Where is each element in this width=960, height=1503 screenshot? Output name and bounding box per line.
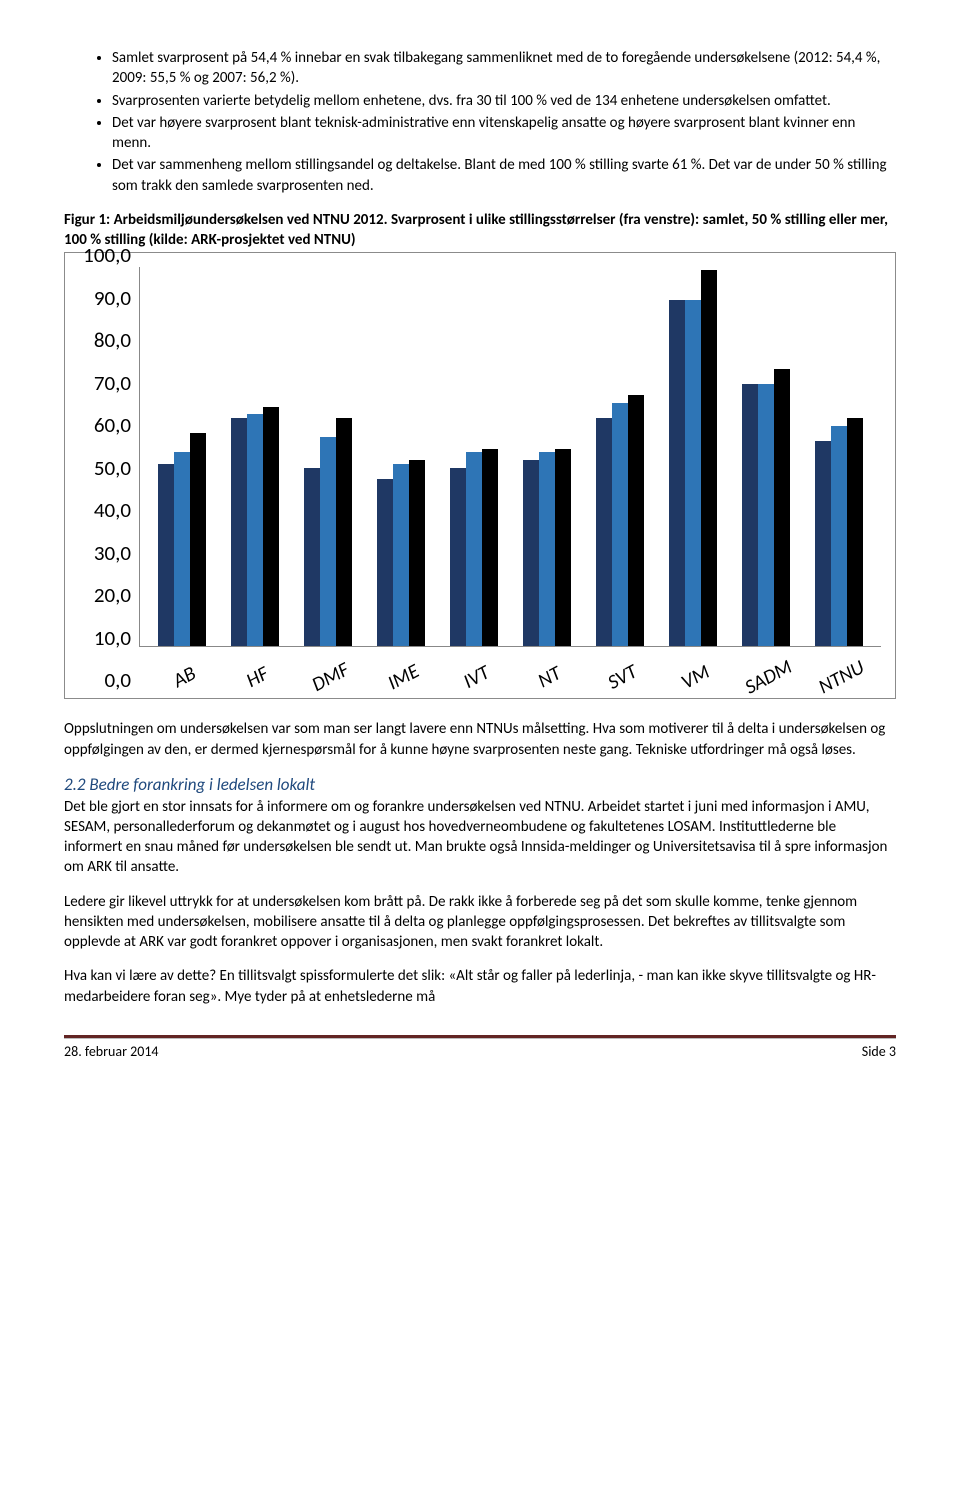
bar [758,384,774,646]
bar [231,418,247,646]
bar [174,452,190,646]
bar [523,460,539,646]
bar-group [438,449,511,647]
page-footer: 28. februar 2014 Side 3 [64,1039,896,1062]
bar [685,300,701,646]
y-axis: 0,010,020,030,040,050,060,070,080,090,01… [79,267,139,692]
bullet-list: Samlet svarprosent på 54,4 % innebar en … [64,48,896,196]
bar-group [292,418,365,646]
bar [336,418,352,646]
x-axis: ABHFDMFIMEIVTNTSVTVMSADMNTNU [139,647,881,692]
footer-page: Side 3 [862,1043,896,1062]
bar-group [146,433,219,646]
bar [247,414,263,646]
bar [555,449,571,647]
bar [482,449,498,647]
figure-caption: Figur 1: Arbeidsmiljøundersøkelsen ved N… [64,210,896,251]
bar-group [729,369,802,646]
plot-area [139,267,881,647]
list-item: Det var sammenheng mellom stillingsandel… [112,155,896,196]
chart-container: 0,010,020,030,040,050,060,070,080,090,01… [64,252,896,699]
bar-group [511,449,584,647]
bar-group [583,395,656,646]
bar [701,270,717,646]
body-paragraph: Hva kan vi lære av dette? En tillitsvalg… [64,966,896,1007]
bar [815,441,831,646]
bar [409,460,425,646]
bar [450,468,466,647]
body-paragraph: Det ble gjort en stor innsats for å info… [64,797,896,878]
bar-group [656,270,729,646]
bar [596,418,612,646]
footer-date: 28. februar 2014 [64,1043,159,1062]
body-paragraph: Oppslutningen om undersøkelsen var som m… [64,719,896,760]
bar [263,407,279,646]
bar [190,433,206,646]
bar [393,464,409,646]
bar-group [219,407,292,646]
body-paragraph: Ledere gir likevel uttrykk for at unders… [64,892,896,953]
bar-chart: 0,010,020,030,040,050,060,070,080,090,01… [79,267,881,692]
list-item: Det var høyere svarprosent blant teknisk… [112,113,896,154]
bar [831,426,847,646]
bar [320,437,336,646]
bar [466,452,482,646]
list-item: Samlet svarprosent på 54,4 % innebar en … [112,48,896,89]
bar [158,464,174,646]
bar [847,418,863,646]
bar-group [365,460,438,646]
bar [742,384,758,646]
bar-group [802,418,875,646]
bar [304,468,320,647]
section-heading: 2.2 Bedre forankring i ledelsen lokalt [64,774,896,797]
bar [669,300,685,646]
bar [774,369,790,646]
bar [539,452,555,646]
bar [612,403,628,646]
bar [628,395,644,646]
list-item: Svarprosenten varierte betydelig mellom … [112,91,896,111]
bar [377,479,393,646]
